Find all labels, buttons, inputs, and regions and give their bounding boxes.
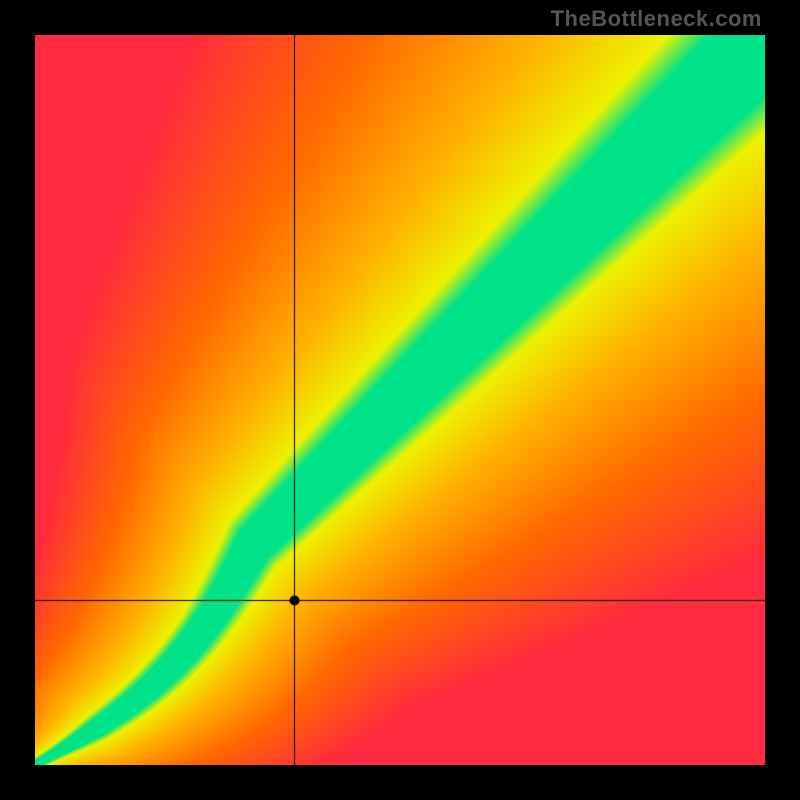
watermark-text: TheBottleneck.com [551,6,762,32]
heatmap-plot [35,35,765,765]
